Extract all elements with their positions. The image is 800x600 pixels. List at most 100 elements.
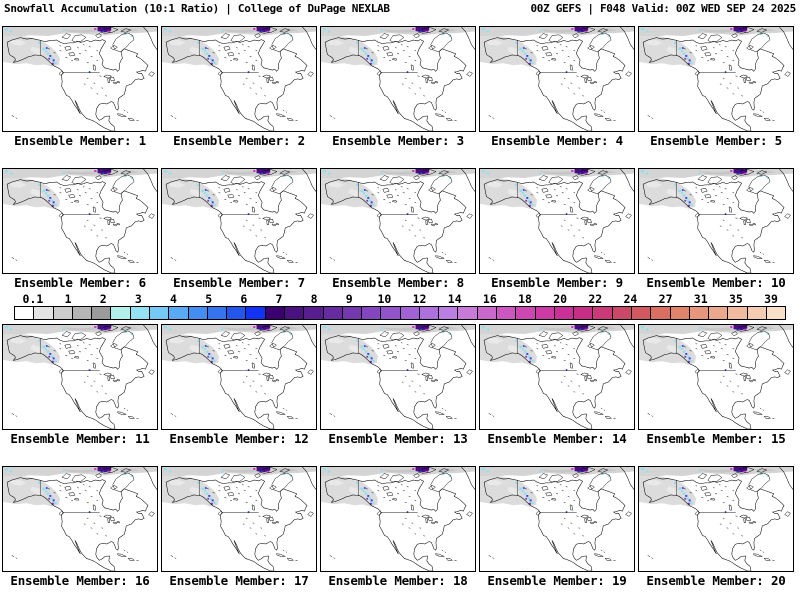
ensemble-panel[interactable]: Ensemble Member: 17 [161, 466, 317, 588]
ensemble-member-label: Ensemble Member: 17 [169, 573, 309, 588]
ensemble-member-label: Ensemble Member: 19 [487, 573, 627, 588]
colorbar-cell [766, 307, 786, 319]
colorbar-cell [169, 307, 189, 319]
ensemble-panel[interactable]: Ensemble Member: 13 [320, 324, 476, 446]
ensemble-member-label: Ensemble Member: 12 [169, 431, 309, 446]
ensemble-member-label: Ensemble Member: 18 [328, 573, 468, 588]
north-america-map [638, 324, 794, 430]
ensemble-panel[interactable]: Ensemble Member: 18 [320, 466, 476, 588]
ensemble-panel[interactable]: Ensemble Member: 5 [638, 26, 794, 148]
colorbar-tick: 2 [99, 292, 107, 306]
colorbar-cell [207, 307, 228, 319]
ensemble-panel[interactable]: Ensemble Member: 14 [479, 324, 635, 446]
ensemble-member-label: Ensemble Member: 3 [332, 133, 464, 148]
ensemble-panel[interactable]: Ensemble Member: 9 [479, 168, 635, 290]
colorbar-tick: 12 [412, 292, 427, 306]
colorbar-tick-labels: 0.1 1 2 3 4 5 6 7 8 9 10 12 14 16 18 20 22 24 27 31 35 39 [14, 292, 786, 306]
colorbar-cell [130, 307, 150, 319]
colorbar-cell [53, 307, 73, 319]
panel-row: Ensemble Member: 11 Ensemble Member: 12 … [2, 324, 794, 446]
north-america-map [2, 466, 158, 572]
panel-row: Ensemble Member: 1 Ensemble Member: 2 En… [2, 26, 794, 148]
colorbar-cell [265, 307, 285, 319]
colorbar-cell [323, 307, 343, 319]
colorbar-tick: 3 [134, 292, 142, 306]
ensemble-panel[interactable]: Ensemble Member: 7 [161, 168, 317, 290]
colorbar-cell [419, 307, 440, 319]
colorbar-cell [439, 307, 459, 319]
ensemble-panel[interactable]: Ensemble Member: 19 [479, 466, 635, 588]
north-america-map [161, 324, 317, 430]
colorbar-tick: 39 [764, 292, 778, 306]
ensemble-panel[interactable]: Ensemble Member: 6 [2, 168, 158, 290]
colorbar-scale [14, 306, 786, 320]
colorbar-cell [728, 307, 748, 319]
ensemble-panel[interactable]: Ensemble Member: 10 [638, 168, 794, 290]
ensemble-panel[interactable]: Ensemble Member: 15 [638, 324, 794, 446]
north-america-map [2, 26, 158, 132]
header: Snowfall Accumulation (10:1 Ratio) | Col… [4, 2, 796, 15]
colorbar-tick: 35 [728, 292, 743, 306]
ensemble-panel[interactable]: Ensemble Member: 2 [161, 26, 317, 148]
colorbar-tick: 4 [170, 292, 177, 306]
colorbar-tick: 20 [553, 292, 568, 306]
ensemble-member-label: Ensemble Member: 11 [10, 431, 150, 446]
ensemble-member-label: Ensemble Member: 1 [14, 133, 146, 148]
colorbar-cell [342, 307, 363, 319]
colorbar-cell [458, 307, 478, 319]
ensemble-member-label: Ensemble Member: 20 [646, 573, 786, 588]
ensemble-panel[interactable]: Ensemble Member: 1 [2, 26, 158, 148]
colorbar-cell [188, 307, 208, 319]
ensemble-panel[interactable]: Ensemble Member: 8 [320, 168, 476, 290]
colorbar-tick: 6 [240, 292, 248, 306]
colorbar-cell [227, 307, 247, 319]
colorbar-cell [709, 307, 729, 319]
colorbar-cell [72, 307, 93, 319]
colorbar-cell [593, 307, 613, 319]
ensemble-panel[interactable]: Ensemble Member: 11 [2, 324, 158, 446]
colorbar-tick: 24 [623, 292, 638, 306]
colorbar-cell [111, 307, 131, 319]
ensemble-member-label: Ensemble Member: 10 [646, 275, 786, 290]
colorbar-cell [516, 307, 536, 319]
colorbar-cell [149, 307, 170, 319]
panel-row: Ensemble Member: 6 Ensemble Member: 7 En… [2, 168, 794, 290]
colorbar-cell [612, 307, 632, 319]
colorbar-tick: 14 [447, 292, 462, 306]
ensemble-member-label: Ensemble Member: 4 [491, 133, 623, 148]
colorbar-tick: 27 [658, 292, 673, 306]
ensemble-panel[interactable]: Ensemble Member: 3 [320, 26, 476, 148]
north-america-map [161, 466, 317, 572]
snowfall-colorbar: 0.1 1 2 3 4 5 6 7 8 9 10 12 14 16 18 20 22 24 27 31 35 39 [14, 292, 786, 320]
colorbar-tick: 9 [345, 292, 353, 306]
north-america-map [320, 26, 476, 132]
north-america-map [638, 466, 794, 572]
ensemble-panel[interactable]: Ensemble Member: 12 [161, 324, 317, 446]
ensemble-member-label: Ensemble Member: 7 [173, 275, 305, 290]
colorbar-cell [284, 307, 305, 319]
colorbar-cell [15, 307, 35, 319]
colorbar-cell [246, 307, 266, 319]
ensemble-panel[interactable]: Ensemble Member: 4 [479, 26, 635, 148]
colorbar-tick: 5 [205, 292, 213, 306]
colorbar-cell [554, 307, 575, 319]
colorbar-cell [362, 307, 382, 319]
north-america-map [479, 26, 635, 132]
colorbar-tick: 16 [482, 292, 497, 306]
run-valid-label: 00Z GEFS | F048 Valid: 00Z WED SEP 24 20… [530, 2, 796, 15]
ensemble-member-label: Ensemble Member: 9 [491, 275, 623, 290]
ensemble-panel[interactable]: Ensemble Member: 16 [2, 466, 158, 588]
ensemble-member-label: Ensemble Member: 16 [10, 573, 150, 588]
ensemble-member-label: Ensemble Member: 8 [332, 275, 464, 290]
colorbar-tick: 0.1 [22, 292, 44, 306]
ensemble-member-label: Ensemble Member: 2 [173, 133, 305, 148]
colorbar-tick: 10 [377, 292, 392, 306]
colorbar-cell [670, 307, 690, 319]
north-america-map [479, 324, 635, 430]
colorbar-tick: 22 [588, 292, 603, 306]
ensemble-panel[interactable]: Ensemble Member: 20 [638, 466, 794, 588]
ensemble-member-label: Ensemble Member: 14 [487, 431, 627, 446]
north-america-map [638, 168, 794, 274]
colorbar-tick: 1 [64, 292, 72, 306]
